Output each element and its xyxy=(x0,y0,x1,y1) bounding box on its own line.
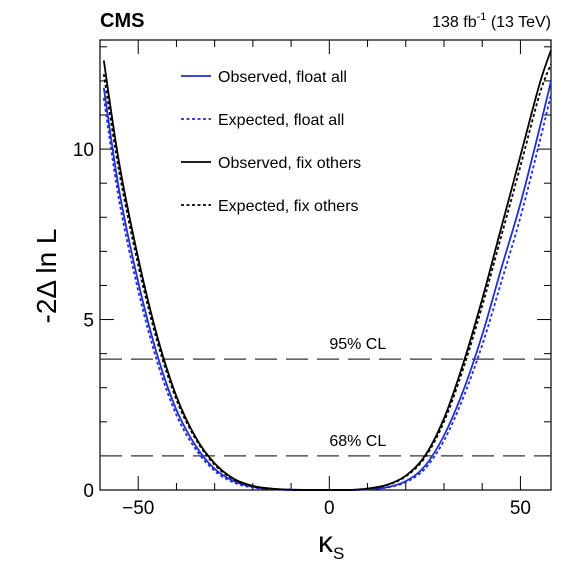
experiment-label: CMS xyxy=(100,10,144,32)
series-curve-observed-fix-others xyxy=(102,49,552,491)
y-tick-label: 10 xyxy=(73,140,94,161)
plot-area: −50 0 50 0 5 10 95% CL 68% CL Observed, float al… xyxy=(73,39,552,519)
legend-label-observed-fix-others: Observed, fix others xyxy=(218,155,361,172)
energy-value: (13 TeV) xyxy=(486,14,551,31)
x-axis-title: κS xyxy=(318,526,344,563)
cl-reference-label: 68% CL xyxy=(329,433,386,450)
cl-reference-label: 95% CL xyxy=(329,336,386,353)
series-curve-observed-float-all xyxy=(102,80,552,491)
luminosity-label: 138 fb-1 (13 TeV) xyxy=(432,11,551,31)
series-curve-expected-fix-others xyxy=(102,63,552,491)
y-tick-label: 5 xyxy=(83,311,94,332)
x-axis-subscript: S xyxy=(333,544,344,563)
legend-label-expected-fix-others: Expected, fix others xyxy=(218,198,359,215)
legend-label-observed-float-all: Observed, float all xyxy=(218,69,347,86)
luminosity-exponent: -1 xyxy=(477,11,487,23)
luminosity-value: 138 fb xyxy=(432,14,477,31)
y-tick-label: 0 xyxy=(83,481,94,502)
y-axis-title: -2Δ ln L xyxy=(31,229,62,324)
legend-label-expected-float-all: Expected, float all xyxy=(218,112,344,129)
x-tick-label: 50 xyxy=(510,498,531,519)
x-tick-label: 0 xyxy=(324,498,335,519)
plot-frame xyxy=(99,39,552,491)
x-axis-symbol: κ xyxy=(318,526,334,559)
x-tick-label: −50 xyxy=(122,498,154,519)
